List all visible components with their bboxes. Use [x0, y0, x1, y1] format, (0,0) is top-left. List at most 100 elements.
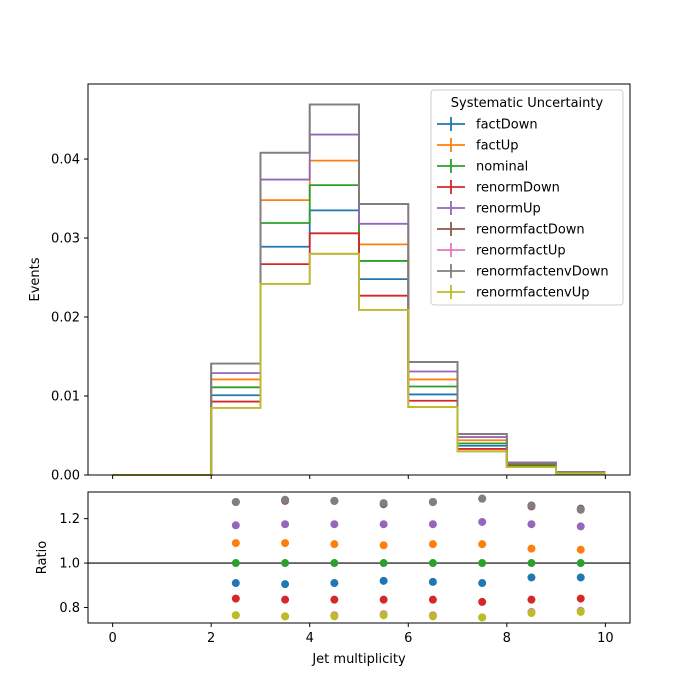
legend-entry-fact-up: factUp [437, 138, 519, 154]
ratio-point-renorm-down [576, 594, 585, 603]
ratio-point-renormfactenv-up [527, 609, 536, 618]
legend-box [430, 89, 624, 306]
ratio-point-renorm-down [379, 595, 388, 604]
ratio-y-ticks: 0.8 1.0 1.2 [59, 512, 88, 616]
histogram-y-tick-label: 0.03 [51, 232, 80, 247]
ratio-x-tick-label: 8 [503, 631, 511, 646]
legend-entry-renormfactenv-down: renormfactenvDown [437, 264, 609, 280]
step-line-renormfactenv-up [112, 252, 606, 476]
ratio-y-axis-label: Ratio [35, 541, 50, 574]
ratio-point-fact-up [231, 539, 240, 548]
ratio-series-fact-up [231, 539, 585, 554]
ratio-point-nominal [527, 559, 536, 568]
ratio-point-renormfactenv-up [330, 612, 339, 621]
histogram-y-tick-label: 0.02 [51, 311, 80, 326]
ratio-series-renormfactenv-up [231, 607, 585, 622]
ratio-point-renorm-up [281, 520, 290, 529]
ratio-point-renormfactenv-up [428, 612, 437, 621]
ratio-point-nominal [428, 559, 437, 568]
legend-entry-renormfact-up: renormfactUp [437, 243, 566, 259]
legend: Systematic Uncertainty factDown factUp nom… [430, 89, 624, 306]
ratio-panel: 0.8 1.0 1.2 0 2 4 6 8 10 Ratio Jet multiplicity [35, 491, 631, 667]
histogram-x-ticks [112, 475, 606, 479]
ratio-point-renormfactenv-down [379, 499, 388, 508]
ratio-point-fact-down [478, 579, 487, 588]
ratio-series-renorm-up [231, 517, 585, 531]
legend-label-renormfactenv-down: renormfactenvDown [476, 265, 609, 280]
ratio-point-renormfactenv-up [478, 613, 487, 622]
ratio-point-fact-up [330, 540, 339, 549]
legend-title: Systematic Uncertainty [451, 96, 604, 111]
ratio-point-renormfactenv-down [231, 497, 240, 506]
ratio-point-renormfactenv-up [231, 611, 240, 620]
ratio-y-tick-label: 0.8 [59, 601, 80, 616]
ratio-point-fact-up [281, 539, 290, 548]
legend-label-fact-up: factUp [476, 139, 519, 154]
ratio-x-tick-label: 0 [108, 631, 116, 646]
legend-entry-renormfactenv-up: renormfactenvUp [437, 285, 590, 301]
ratio-point-renorm-up [478, 517, 487, 526]
ratio-point-renorm-up [527, 520, 536, 529]
ratio-point-fact-down [527, 573, 536, 582]
histogram-y-ticks: 0.00 0.01 0.02 0.03 0.04 [51, 153, 88, 484]
legend-entry-renormfact-down: renormfactDown [437, 222, 585, 238]
ratio-point-renorm-down [231, 594, 240, 603]
ratio-axes-frame [87, 491, 631, 624]
ratio-point-renorm-down [428, 595, 437, 604]
ratio-point-renormfactenv-up [576, 607, 585, 616]
ratio-point-nominal [330, 559, 339, 568]
legend-entry-renorm-up: renormUp [437, 201, 541, 217]
histogram-y-tick-label: 0.01 [51, 390, 80, 405]
legend-label-renorm-down: renormDown [476, 181, 560, 196]
ratio-point-nominal [576, 559, 585, 568]
ratio-point-fact-up [379, 541, 388, 550]
ratio-point-renormfactenv-up [281, 612, 290, 621]
ratio-point-renorm-up [330, 520, 339, 529]
ratio-point-renorm-up [428, 520, 437, 529]
ratio-point-renormfactenv-down [527, 501, 536, 510]
ratio-point-fact-up [478, 540, 487, 549]
ratio-point-renormfactenv-up [379, 611, 388, 620]
ratio-point-renorm-down [527, 595, 536, 604]
ratio-point-fact-down [330, 579, 339, 588]
histogram-y-tick-label: 0.00 [51, 469, 80, 484]
ratio-point-renorm-up [379, 520, 388, 529]
ratio-x-tick-label: 2 [207, 631, 215, 646]
ratio-point-renormfactenv-down [478, 494, 487, 503]
ratio-x-tick-label: 6 [404, 631, 412, 646]
ratio-point-renormfactenv-down [281, 495, 290, 504]
ratio-point-renorm-down [330, 595, 339, 604]
ratio-point-fact-up [428, 540, 437, 549]
ratio-point-fact-down [379, 576, 388, 585]
legend-label-nominal: nominal [476, 160, 528, 175]
ratio-point-renorm-down [478, 597, 487, 606]
ratio-point-renorm-down [281, 595, 290, 604]
histogram-panel: 0.00 0.01 0.02 0.03 0.04 Events [28, 83, 631, 484]
ratio-series-renorm-down [231, 594, 585, 606]
ratio-point-renormfactenv-down [330, 496, 339, 505]
ratio-point-fact-down [231, 579, 240, 588]
legend-label-renormfact-down: renormfactDown [476, 223, 585, 238]
ratio-series-renormfactenv-down [231, 494, 585, 514]
ratio-point-nominal [379, 559, 388, 568]
ratio-x-ticks: 0 2 4 6 8 10 [108, 623, 614, 646]
histogram-axes-frame [87, 83, 631, 476]
ratio-series-fact-down [231, 573, 585, 589]
ratio-points [231, 494, 585, 622]
legend-entries: factDown factUp nominal renormDown renormUp r… [437, 117, 609, 301]
ratio-point-fact-up [576, 545, 585, 554]
ratio-y-tick-label: 1.2 [59, 512, 80, 527]
ratio-point-renormfactenv-down [428, 497, 437, 506]
ratio-x-tick-label: 4 [306, 631, 314, 646]
legend-entry-nominal: nominal [437, 159, 528, 175]
ratio-point-fact-down [576, 573, 585, 582]
legend-label-renorm-up: renormUp [476, 202, 541, 217]
legend-label-renormfact-up: renormfactUp [476, 244, 566, 259]
ratio-point-fact-down [281, 580, 290, 589]
ratio-point-renorm-up [576, 522, 585, 531]
histogram-y-axis-label: Events [28, 257, 43, 301]
ratio-point-renorm-up [231, 521, 240, 530]
ratio-point-nominal [281, 559, 290, 568]
legend-entry-renorm-down: renormDown [437, 180, 560, 196]
